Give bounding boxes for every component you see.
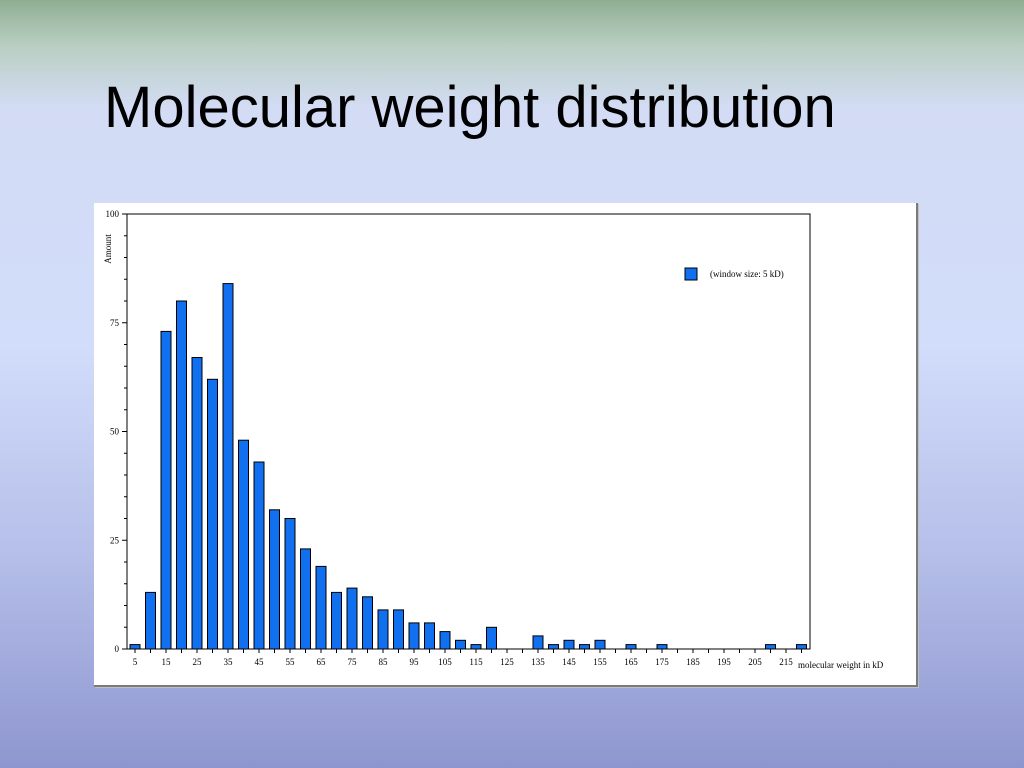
bar-chart: 0 25 50 75 100 5 15 25 35 45 55 65 75 85 95 105 115 125 13… [103,209,884,670]
x-tick-label: 55 [286,657,296,667]
bar-80 [362,596,373,650]
y-tick-label: 25 [110,535,120,545]
bar-55 [284,518,296,650]
x-tick-label: 65 [317,657,327,667]
x-tick-label: 215 [779,657,793,667]
bar-10 [145,591,156,650]
x-tick-label: 115 [469,657,483,667]
axis-ticks: 0 25 50 75 100 5 15 25 35 45 55 65 75 85 95 105 115 125 13… [106,209,802,667]
bar-220 [796,644,807,650]
x-tick-label: 5 [133,657,138,667]
y-tick-label: 100 [106,209,120,219]
bar-20 [176,300,187,650]
x-tick-label: 25 [193,657,203,667]
bar-5 [129,644,141,650]
bar-115 [470,644,482,650]
bar-120 [486,626,497,650]
y-tick-label: 75 [110,318,120,328]
bar-175 [656,644,668,650]
bar-140 [548,644,559,650]
x-tick-label: 135 [531,657,545,667]
bar-150 [579,644,590,650]
bar-30 [207,378,218,650]
bar-85 [377,609,389,650]
x-tick-label: 35 [224,657,234,667]
legend: (window size: 5 kD) [684,267,784,281]
x-tick-label: 185 [686,657,700,667]
x-tick-label: 125 [500,657,514,667]
x-tick-label: 165 [624,657,638,667]
bar-95 [408,622,420,650]
x-tick-label: 85 [379,657,389,667]
x-tick-label: 15 [162,657,172,667]
bar-15 [160,330,172,650]
x-axis-label: molecular weight in kD [798,660,884,670]
bar-40 [238,439,249,650]
legend-swatch [684,267,698,281]
bar-110 [455,639,466,650]
legend-label: (window size: 5 kD) [710,269,784,279]
x-tick-label: 105 [438,657,452,667]
bar-45 [253,461,265,650]
y-axis-label: Amount [103,234,113,264]
bar-165 [625,644,637,650]
slide-title: Molecular weight distribution [104,75,836,140]
bar-65 [315,565,327,650]
x-tick-label: 45 [255,657,265,667]
y-tick-label: 50 [110,427,120,437]
bar-100 [424,622,435,650]
x-tick-label: 75 [348,657,358,667]
x-tick-label: 195 [717,657,731,667]
bar-90 [393,609,404,650]
x-tick-label: 145 [562,657,576,667]
bars [129,283,807,650]
x-tick-label: 155 [593,657,607,667]
bar-210 [765,644,776,650]
bar-60 [300,548,311,650]
bar-145 [563,639,575,650]
bar-75 [346,587,358,650]
bar-105 [439,631,451,650]
bar-25 [191,357,203,650]
chart-frame: 0 25 50 75 100 5 15 25 35 45 55 65 75 85 95 105 115 125 13… [94,203,918,687]
x-tick-label: 205 [748,657,762,667]
bar-35 [222,283,234,650]
x-tick-label: 95 [410,657,420,667]
bar-50 [269,509,280,650]
bar-70 [331,591,342,650]
bar-135 [532,635,544,650]
bar-155 [594,639,606,650]
x-tick-label: 175 [655,657,669,667]
y-tick-label: 0 [115,644,120,654]
